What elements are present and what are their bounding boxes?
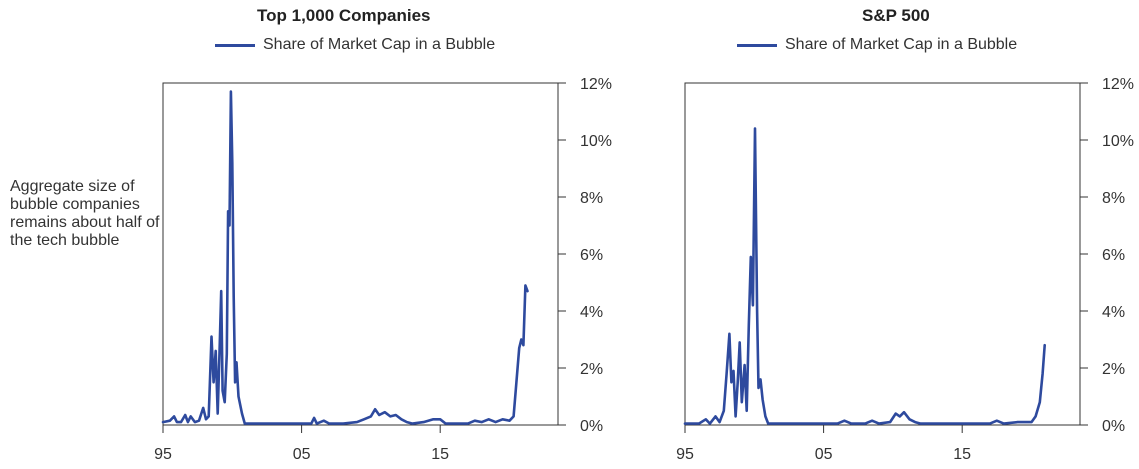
series-line [683, 127, 1046, 425]
y-tick-label: 6% [1102, 247, 1125, 264]
y-tick-label: 4% [580, 304, 603, 321]
y-tick-label: 8% [1102, 190, 1125, 207]
side-annotation: Aggregate size of bubble companies remai… [10, 178, 160, 249]
chart-title: S&P 500 [862, 6, 930, 25]
legend-swatch [737, 43, 777, 47]
x-tick-label: 95 [154, 446, 172, 463]
y-tick-label: 0% [1102, 418, 1125, 435]
chart-1: 0% 2% 4% 6% 8% 10% 12% 95 05 15 [676, 76, 1134, 463]
x-tick-label: 15 [953, 446, 971, 463]
series-line [161, 90, 529, 425]
y-tick-label: 2% [1102, 361, 1125, 378]
x-tick-label: 95 [676, 446, 694, 463]
y-tick-label: 8% [580, 190, 603, 207]
y-tick-label: 10% [1102, 133, 1134, 150]
x-tick-label: 05 [815, 446, 833, 463]
y-tick-label: 0% [580, 418, 603, 435]
y-tick-label: 12% [1102, 76, 1134, 93]
legend-swatch [215, 43, 255, 47]
legend: Share of Market Cap in a Bubble [215, 36, 495, 54]
chart-0: 0% 2% 4% 6% 8% 10% 12% 95 05 15 [154, 76, 612, 463]
legend: Share of Market Cap in a Bubble [737, 36, 1017, 54]
chart-title: Top 1,000 Companies [257, 6, 431, 25]
y-tick-label: 12% [580, 76, 612, 93]
y-tick-label: 2% [580, 361, 603, 378]
y-tick-label: 10% [580, 133, 612, 150]
y-tick-label: 4% [1102, 304, 1125, 321]
legend-label: Share of Market Cap in a Bubble [263, 36, 496, 53]
x-tick-label: 15 [431, 446, 449, 463]
legend-label: Share of Market Cap in a Bubble [785, 36, 1018, 53]
y-tick-label: 6% [580, 247, 603, 264]
x-tick-label: 05 [293, 446, 311, 463]
